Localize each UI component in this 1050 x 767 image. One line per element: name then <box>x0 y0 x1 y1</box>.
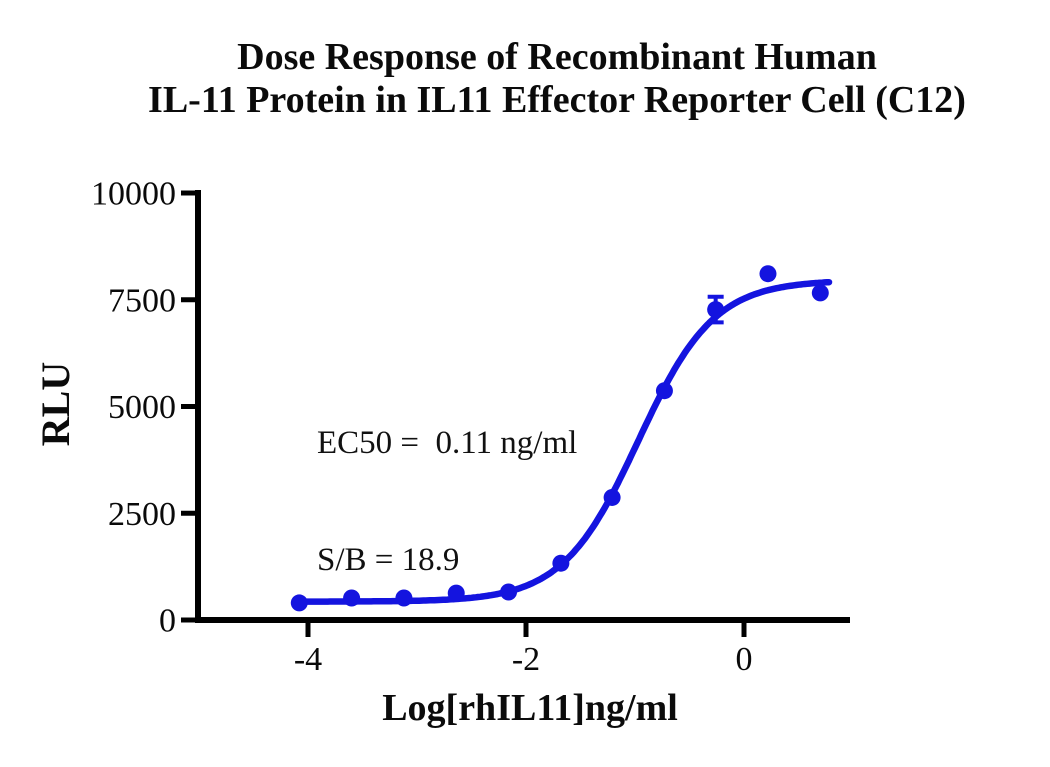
y-tick-label: 10000 <box>91 176 176 213</box>
y-tick-label: 2500 <box>108 496 176 533</box>
y-tick-label: 5000 <box>108 389 176 426</box>
data-point <box>707 301 725 319</box>
y-tick-label: 7500 <box>108 282 176 319</box>
data-point <box>395 589 413 607</box>
fit-annotation: EC50 = 0.11 ng/ml S/B = 18.9 <box>317 346 577 658</box>
data-point <box>655 382 673 400</box>
ec50-value: EC50 = 0.11 ng/ml <box>317 425 578 461</box>
data-point <box>500 583 518 601</box>
signal-to-background-value: S/B = 18.9 <box>317 542 460 578</box>
data-point <box>603 488 621 506</box>
chart-title: Dose Response of Recombinant Human IL-11… <box>64 36 1050 122</box>
chart-title-line2: IL-11 Protein in IL11 Effector Reporter … <box>148 79 966 121</box>
data-point <box>552 554 570 572</box>
x-tick-label: 0 <box>736 641 753 678</box>
x-tick-label: -4 <box>294 641 322 678</box>
chart-title-line1: Dose Response of Recombinant Human <box>237 36 877 78</box>
x-axis-title: Log[rhIL11]ng/ml <box>382 687 678 729</box>
data-point <box>290 594 308 612</box>
data-point <box>447 584 465 602</box>
data-point <box>759 265 777 283</box>
data-point <box>343 589 361 607</box>
x-tick-label: -2 <box>512 641 540 678</box>
y-tick-label: 0 <box>159 603 176 640</box>
data-point <box>811 284 829 302</box>
